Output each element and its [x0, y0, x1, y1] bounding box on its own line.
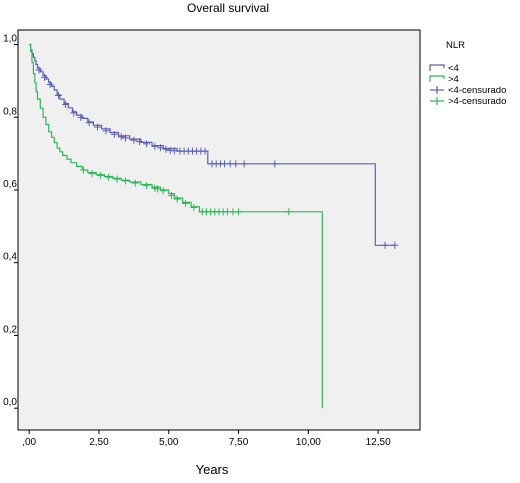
censor-mark [102, 127, 110, 135]
censor-mark [135, 138, 143, 146]
censor-mark [130, 136, 138, 144]
x-tick-label: ,00 [22, 437, 36, 448]
x-tick-label: 7,50 [229, 437, 249, 448]
series-layer [29, 43, 399, 409]
censor-mark [391, 241, 399, 249]
censor-mark [61, 101, 69, 109]
censor-mark [110, 130, 118, 138]
censor-mark [240, 160, 248, 168]
censor-mark [54, 91, 62, 99]
censor-mark [381, 241, 389, 249]
censor-mark [113, 175, 121, 183]
censor-mark [151, 142, 159, 150]
censor-mark [46, 81, 54, 89]
censor-mark [201, 147, 209, 155]
censor-mark [96, 171, 104, 179]
legend-title: NLR [446, 40, 465, 51]
x-tick-label: 5,00 [159, 437, 179, 448]
legend-step-icon [429, 75, 445, 82]
legend-label: >4-censurado [448, 96, 506, 107]
censor-mark [70, 109, 78, 117]
x-tick-label: 12,50 [366, 437, 391, 448]
x-axis-title: Years [196, 462, 229, 477]
censor-mark [121, 134, 129, 142]
censor-mark [168, 191, 176, 199]
censor-mark [162, 145, 170, 153]
censor-mark [131, 179, 139, 187]
legend-step-icon [429, 64, 445, 71]
x-tick-label: 10,00 [296, 437, 321, 448]
censor-mark [159, 187, 167, 195]
censor-mark [235, 208, 243, 216]
censor-mark [154, 185, 162, 193]
censor-mark [41, 73, 49, 81]
legend-item: <4-censurado [430, 85, 506, 96]
y-tick-label: 0,2 [3, 324, 17, 335]
legend-label: >4 [448, 74, 459, 85]
y-tick-label: 0,0 [3, 397, 17, 408]
legend-item: <4 [429, 63, 459, 74]
y-tick-label: 1,0 [3, 34, 17, 45]
legend: NLR <4>4<4-censurado>4-censurado [429, 40, 506, 107]
censor-mark [35, 66, 43, 74]
censor-mark [105, 173, 113, 181]
y-tick-label: 0,4 [3, 252, 17, 263]
y-tick-label: 0,6 [3, 179, 17, 190]
series-line-gt4 [29, 43, 323, 409]
legend-label: <4-censurado [448, 85, 506, 96]
censor-mark [142, 182, 150, 190]
censor-mark [121, 177, 129, 185]
legend-item: >4 [429, 74, 459, 85]
censor-mark [173, 195, 181, 203]
censor-mark [85, 119, 93, 127]
censor-mark [285, 208, 293, 216]
censor-mark [94, 123, 102, 131]
plot-area [17, 29, 421, 431]
censor-mark [88, 170, 96, 178]
y-axis: 0,0 0,2 0,4 0,6 0,8 1,0 [3, 34, 18, 409]
censor-mark [232, 160, 240, 168]
y-tick-label: 0,8 [3, 106, 17, 117]
censor-mark [190, 203, 198, 211]
x-tick-label: 2,50 [89, 437, 109, 448]
censor-mark [271, 160, 279, 168]
censor-mark [80, 166, 88, 174]
censor-mark [142, 140, 150, 148]
legend-label: <4 [448, 63, 459, 74]
legend-item: >4-censurado [430, 96, 506, 107]
x-axis: ,00 2,50 5,00 7,50 10,00 12,50 [22, 430, 391, 448]
censor-mark [117, 133, 125, 141]
chart-title: Overall survival [187, 1, 269, 15]
censor-mark [182, 199, 189, 207]
censor-mark [156, 144, 164, 152]
censor-mark [77, 113, 85, 121]
